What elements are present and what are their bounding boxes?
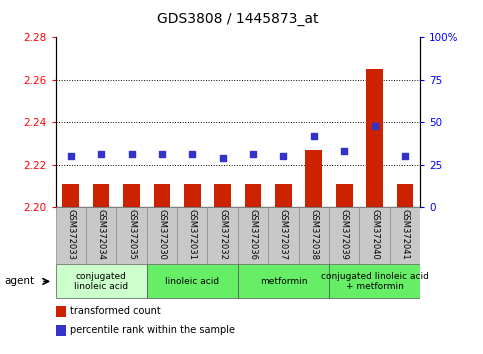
Point xyxy=(280,153,287,159)
Point xyxy=(401,153,409,159)
Bar xyxy=(62,184,79,207)
Text: GSM372036: GSM372036 xyxy=(249,209,257,260)
Text: GSM372033: GSM372033 xyxy=(66,209,75,260)
Bar xyxy=(56,207,86,264)
Bar xyxy=(177,207,208,264)
Bar xyxy=(116,207,147,264)
Bar xyxy=(208,207,238,264)
Text: GSM372034: GSM372034 xyxy=(97,209,106,260)
Text: linoleic acid: linoleic acid xyxy=(165,277,219,286)
Point xyxy=(128,152,135,157)
Bar xyxy=(329,207,359,264)
Bar xyxy=(275,184,292,207)
Bar xyxy=(397,184,413,207)
Point xyxy=(158,152,166,157)
Point xyxy=(371,123,379,129)
Bar xyxy=(147,264,238,298)
Text: agent: agent xyxy=(5,276,35,286)
Bar xyxy=(359,207,390,264)
Bar xyxy=(86,207,116,264)
Text: GDS3808 / 1445873_at: GDS3808 / 1445873_at xyxy=(157,12,319,27)
Bar xyxy=(147,207,177,264)
Text: metformin: metformin xyxy=(260,277,307,286)
Bar xyxy=(305,150,322,207)
Point xyxy=(67,153,74,159)
Text: GSM372037: GSM372037 xyxy=(279,209,288,260)
Bar xyxy=(268,207,298,264)
Bar xyxy=(238,264,329,298)
Point xyxy=(341,148,348,154)
Bar xyxy=(214,184,231,207)
Text: GSM372040: GSM372040 xyxy=(370,209,379,259)
Text: GSM372038: GSM372038 xyxy=(309,209,318,260)
Text: conjugated
linoleic acid: conjugated linoleic acid xyxy=(74,272,128,291)
Bar xyxy=(298,207,329,264)
Bar xyxy=(184,184,200,207)
Text: GSM372030: GSM372030 xyxy=(157,209,167,260)
Bar xyxy=(154,184,170,207)
Bar xyxy=(245,184,261,207)
Point xyxy=(249,152,257,157)
Text: conjugated linoleic acid
+ metformin: conjugated linoleic acid + metformin xyxy=(321,272,428,291)
Bar xyxy=(390,207,420,264)
Bar xyxy=(56,264,147,298)
Text: GSM372031: GSM372031 xyxy=(188,209,197,260)
Text: GSM372041: GSM372041 xyxy=(400,209,410,259)
Text: GSM372039: GSM372039 xyxy=(340,209,349,260)
Point xyxy=(310,133,318,138)
Bar xyxy=(238,207,268,264)
Text: GSM372035: GSM372035 xyxy=(127,209,136,260)
Text: percentile rank within the sample: percentile rank within the sample xyxy=(70,325,235,335)
Bar xyxy=(366,69,383,207)
Bar xyxy=(329,264,420,298)
Point xyxy=(188,152,196,157)
Bar xyxy=(93,184,110,207)
Bar xyxy=(336,184,353,207)
Text: transformed count: transformed count xyxy=(70,306,161,316)
Text: GSM372032: GSM372032 xyxy=(218,209,227,260)
Point xyxy=(97,152,105,157)
Bar xyxy=(123,184,140,207)
Point xyxy=(219,155,227,161)
